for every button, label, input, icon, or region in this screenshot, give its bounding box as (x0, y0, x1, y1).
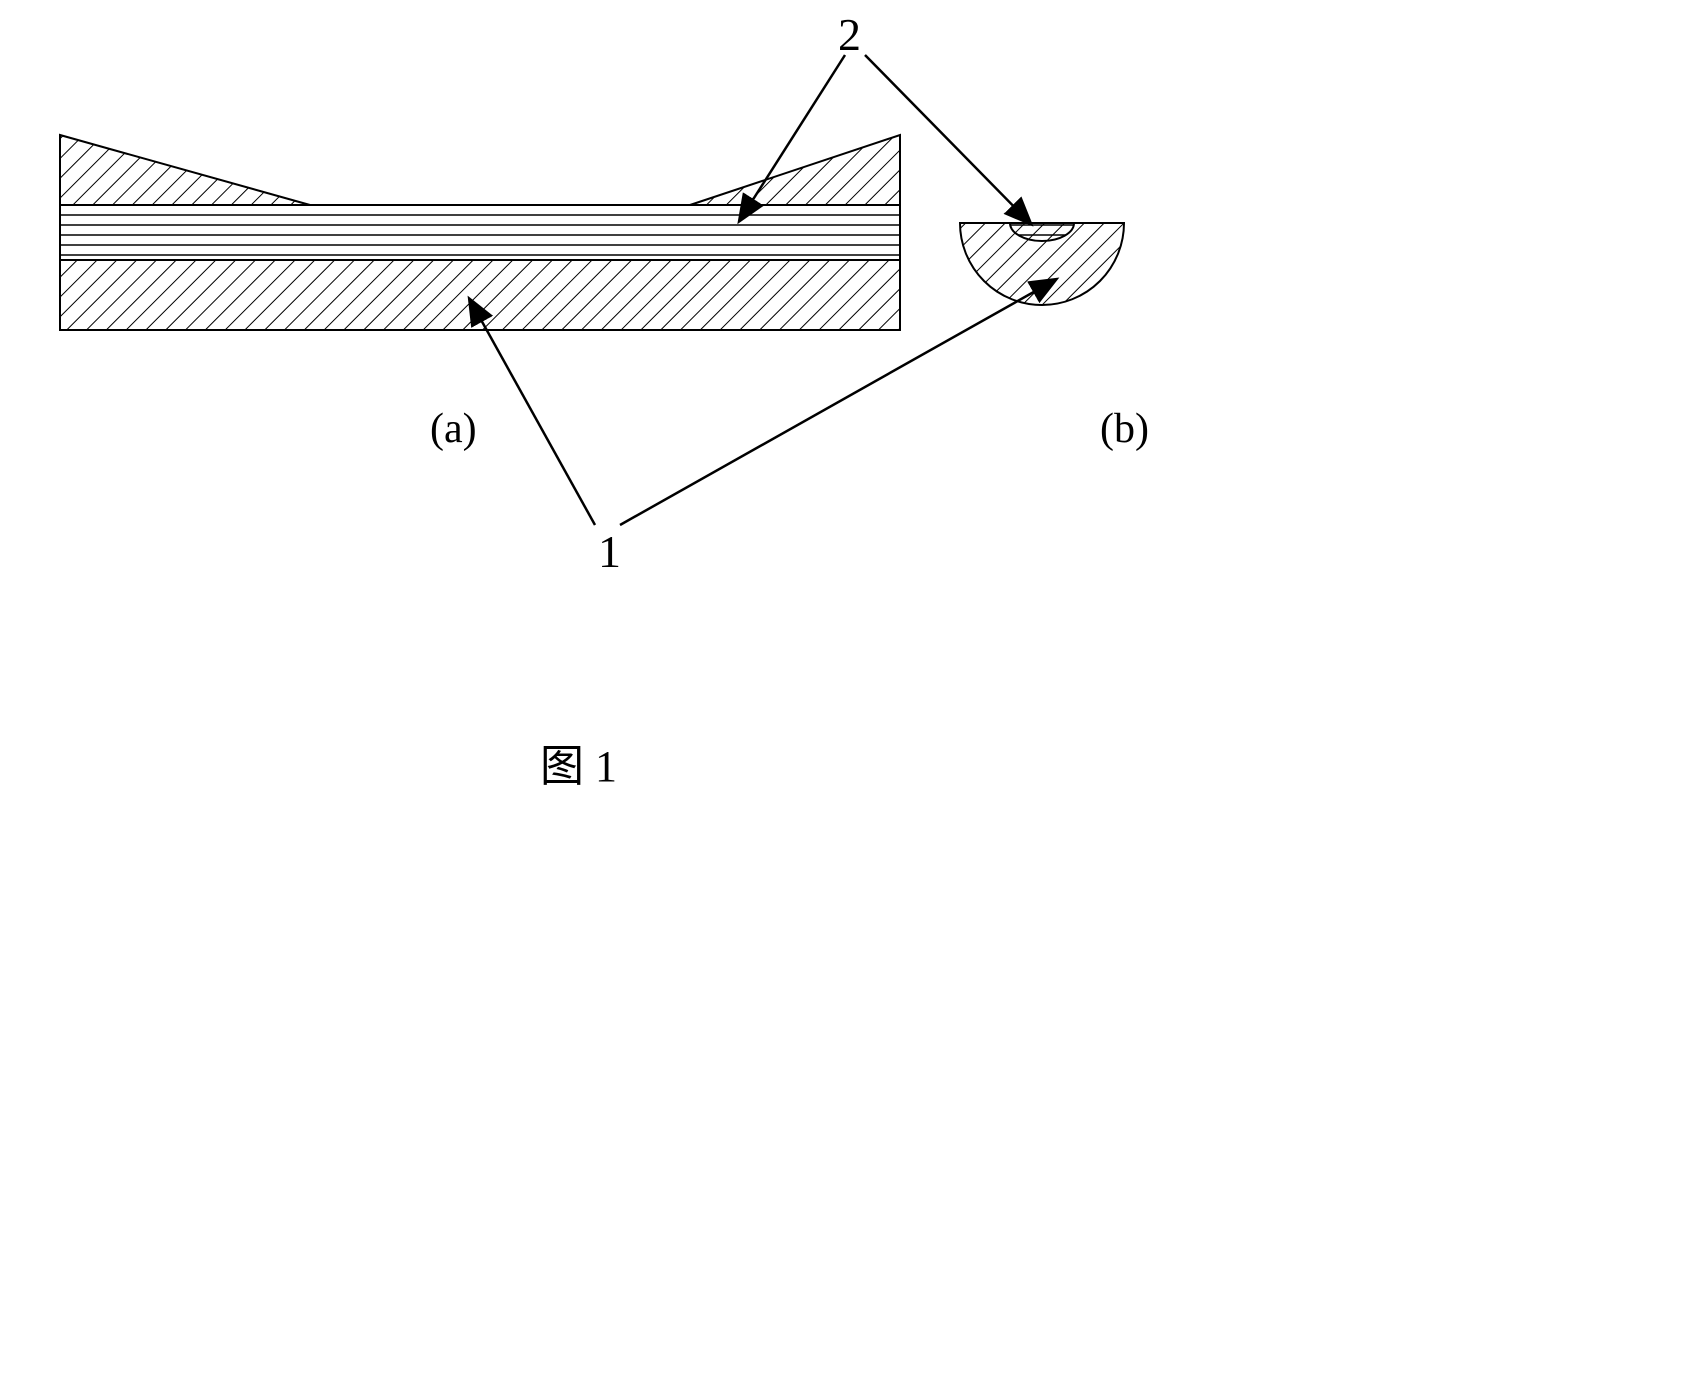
sublabel-a: (a) (430, 405, 477, 453)
panel-a-mid-layer (60, 205, 900, 260)
callout-1-line-a (470, 300, 595, 525)
label-1: 1 (598, 525, 621, 578)
panel-b (960, 223, 1124, 305)
diagram-svg (0, 0, 1708, 1374)
label-2: 2 (838, 8, 861, 61)
diagram-container: 2 1 (a) (b) 图 1 (0, 0, 1708, 1374)
sublabel-b: (b) (1100, 405, 1149, 453)
panel-a-left-ramp (60, 135, 310, 205)
figure-caption: 图 1 (540, 730, 617, 794)
panel-a-right-ramp (690, 135, 900, 205)
